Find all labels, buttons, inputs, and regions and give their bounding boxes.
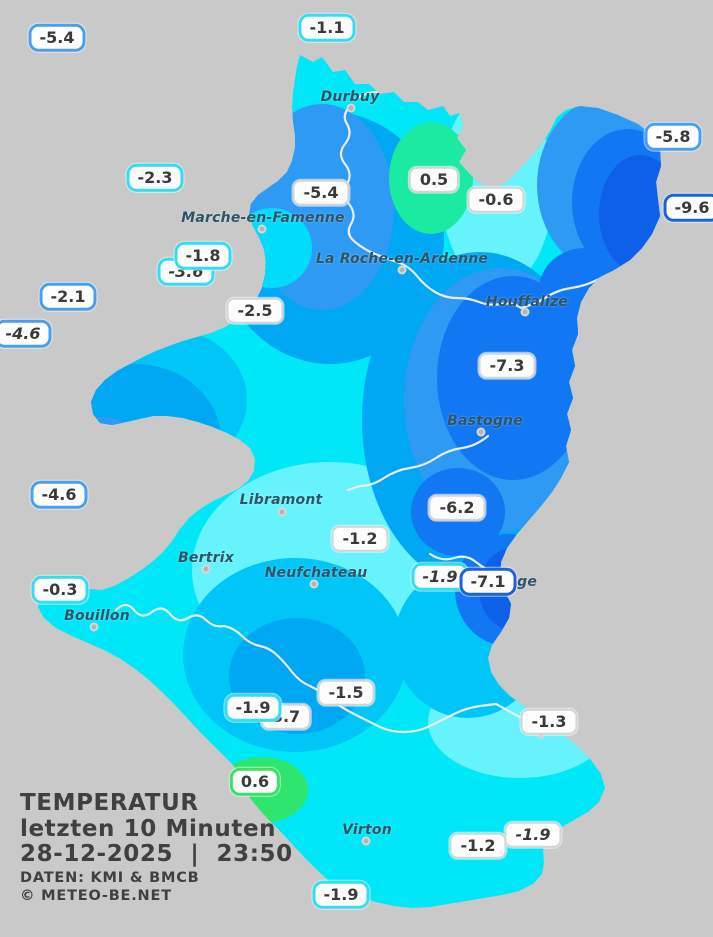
map-subtitle: letzten 10 Minuten (20, 815, 277, 842)
temperature-value-label: -1.2 (449, 832, 507, 860)
river-lines (114, 66, 645, 734)
city-label: Bertrix (178, 550, 234, 566)
temperature-value-label: -7.1 (459, 567, 517, 597)
temperature-value-label: -4.6 (0, 319, 52, 349)
temperature-value-label: -5.8 (644, 122, 702, 152)
temperature-value-label: -1.9 (312, 880, 370, 910)
city-dot (277, 507, 287, 517)
temperature-value-label: -2.3 (126, 163, 184, 193)
city-dot (476, 427, 486, 437)
city-label: Virton (342, 822, 392, 838)
map-title: TEMPERATUR (20, 790, 199, 816)
city-dot (397, 265, 407, 275)
temperature-value-label: 0.6 (229, 767, 281, 797)
temperature-value-label: -9.6 (663, 193, 713, 223)
temperature-value-label: -5.4 (292, 179, 350, 207)
river-bastogne-west (346, 434, 490, 492)
temperature-value-label: -1.1 (298, 13, 356, 43)
temperature-value-label: -2.5 (226, 297, 284, 325)
temperature-value-label: -1.2 (331, 525, 389, 553)
city-dot (361, 836, 371, 846)
data-sources: DATEN: KMI & BMCB (20, 870, 200, 887)
river-ourthe (339, 104, 645, 310)
river-semois-border (114, 603, 538, 734)
city-label: Bouillon (64, 608, 130, 624)
temperature-value-label: -6.2 (428, 494, 486, 522)
city-dot (520, 307, 530, 317)
city-label: Marche-en-Famenne (181, 210, 345, 226)
city-label: Neufchateau (264, 565, 368, 581)
temperature-value-label: -1.9 (504, 821, 562, 849)
city-dot (257, 224, 267, 234)
city-label: Libramont (239, 492, 323, 508)
temperature-value-label: -0.6 (467, 186, 525, 214)
temperature-value-label: -1.9 (224, 693, 282, 723)
city-label: Durbuy (320, 89, 380, 105)
temperature-value-label: 0.5 (408, 166, 460, 194)
city-label: La Roche-en-Ardenne (315, 251, 489, 267)
city-label: Bastogne (447, 413, 523, 429)
map-datetime: 28-12-2025 | 23:50 (20, 841, 293, 868)
temperature-value-label: -4.6 (30, 480, 88, 510)
city-dot (346, 103, 356, 113)
temperature-value-label: -1.9 (411, 562, 469, 592)
copyright: © METEO-BE.NET (20, 888, 172, 905)
temperature-value-label: -5.4 (28, 23, 86, 53)
title-block: TEMPERATUR letzten 10 Minuten 28-12-2025… (20, 790, 293, 905)
city-dot (309, 579, 319, 589)
temperature-value-label: -2.1 (39, 282, 97, 312)
temperature-value-label: -7.3 (478, 352, 536, 380)
temperature-value-label: -1.5 (317, 679, 375, 707)
temperature-value-label: -1.3 (520, 708, 578, 736)
city-label: Houffalize (485, 294, 569, 310)
city-dot (201, 564, 211, 574)
city-dot (89, 622, 99, 632)
temperature-value-label: -0.3 (31, 575, 89, 605)
temperature-value-label: -1.8 (174, 241, 232, 271)
